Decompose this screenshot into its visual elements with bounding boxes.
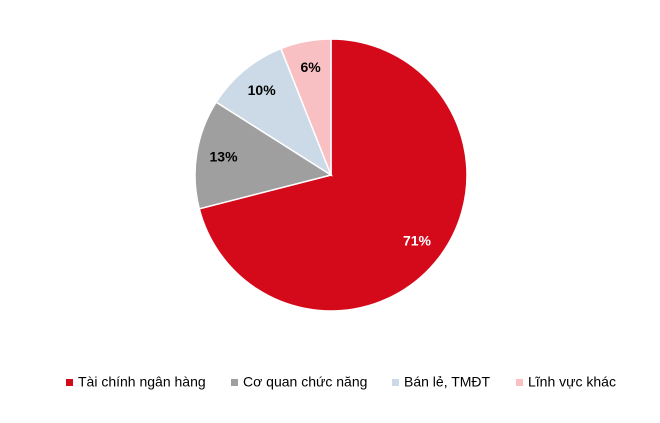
data-label: 71% bbox=[403, 232, 432, 248]
data-label: 13% bbox=[210, 149, 239, 165]
pie-slice bbox=[198, 38, 468, 312]
pie-slice bbox=[279, 38, 332, 176]
data-label: 6% bbox=[300, 59, 321, 75]
legend-label: Lĩnh vực khác bbox=[528, 374, 616, 390]
legend-label: Bán lẻ, TMĐT bbox=[404, 374, 491, 390]
pie-slice bbox=[194, 101, 333, 210]
legend-label: Tài chính ngân hàng bbox=[78, 374, 206, 390]
legend-swatch bbox=[392, 379, 399, 386]
legend-swatch bbox=[516, 379, 523, 386]
legend-swatch bbox=[231, 379, 238, 386]
pie-slice bbox=[215, 47, 333, 177]
data-label: 10% bbox=[248, 82, 277, 98]
legend-swatch bbox=[66, 379, 73, 386]
legend-label: Cơ quan chức năng bbox=[243, 374, 367, 390]
